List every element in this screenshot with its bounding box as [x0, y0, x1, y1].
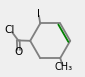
Text: Cl: Cl: [5, 25, 15, 35]
Text: O: O: [15, 47, 23, 57]
Text: I: I: [37, 9, 40, 19]
Text: CH₃: CH₃: [54, 62, 72, 72]
